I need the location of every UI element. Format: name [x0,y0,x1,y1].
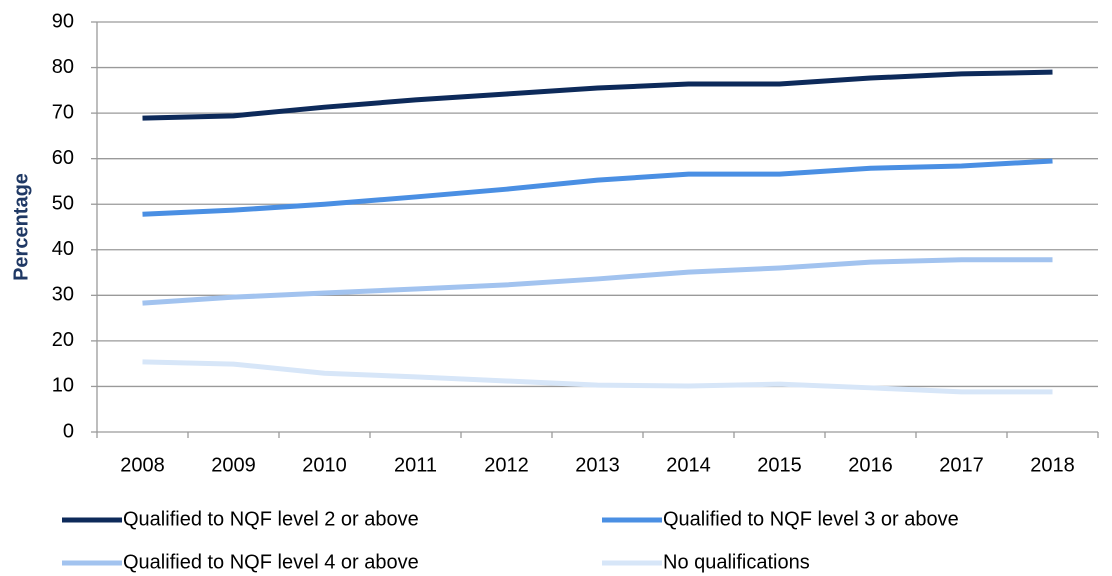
series-line [142,69,1053,121]
y-tick-label: 10 [52,375,74,397]
legend-label: Qualified to NQF level 4 or above [123,551,419,573]
x-tick-label: 2012 [484,454,529,476]
x-tick-label: 2017 [939,454,984,476]
x-tick-label: 2014 [666,454,711,476]
y-tick-label: 0 [63,420,74,442]
x-tick-label: 2011 [394,454,437,476]
y-tick-label: 40 [52,238,74,260]
x-tick-label: 2015 [757,454,802,476]
y-tick-label: 80 [52,56,74,78]
legend-label: Qualified to NQF level 3 or above [663,508,959,530]
y-tick-label: 90 [52,10,74,32]
y-tick-label: 50 [52,193,74,215]
x-tick-label: 2013 [575,454,620,476]
legend-label: Qualified to NQF level 2 or above [123,508,419,530]
legend-label: No qualifications [663,551,810,573]
series-line [142,359,1053,395]
series-line [142,257,1053,306]
x-tick-label: 2018 [1030,454,1075,476]
y-axis-label: Percentage [10,173,32,281]
y-tick-label: 30 [52,284,74,306]
x-tick-label: 2008 [120,454,165,476]
series-line [142,158,1053,217]
x-tick-label: 2009 [211,454,256,476]
y-tick-label: 60 [52,147,74,169]
x-tick-label: 2010 [302,454,347,476]
y-tick-label: 20 [52,329,74,351]
y-tick-label: 70 [52,101,74,123]
x-tick-label: 2016 [848,454,893,476]
